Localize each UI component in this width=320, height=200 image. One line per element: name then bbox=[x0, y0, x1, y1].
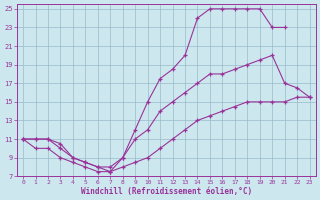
X-axis label: Windchill (Refroidissement éolien,°C): Windchill (Refroidissement éolien,°C) bbox=[81, 187, 252, 196]
